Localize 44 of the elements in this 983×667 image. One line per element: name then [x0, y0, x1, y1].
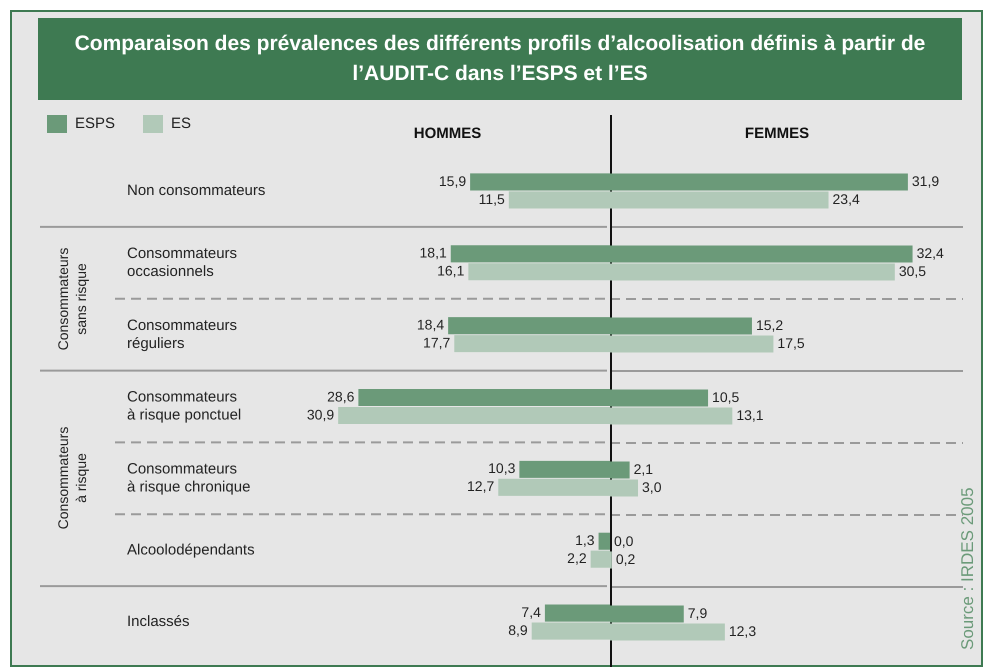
data-label: 23,4 [832, 190, 860, 207]
data-label: 13,1 [736, 406, 764, 423]
text: Consommateurs à risque [54, 426, 90, 532]
source-note: Source : IRDES 2005 [958, 487, 978, 650]
legend-label: ESPS [74, 115, 116, 134]
chart-title: Comparaison des prévalences des différents profils d’alcoolisation définis à partir de l’AUDIT-C dans l’ESPS et l’ES [38, 18, 962, 100]
data-label: 0,2 [616, 550, 636, 567]
text: Consommateurs sans risque [54, 246, 90, 352]
data-label: 32,4 [916, 244, 944, 261]
y-tick-label: Non consommateurs [127, 182, 266, 200]
y-tick-label: Consommateurs à risque ponctuel [127, 388, 242, 424]
data-label: 18,4 [416, 316, 444, 333]
data-label: 10,3 [488, 460, 516, 476]
y-tick-label: Alcoolodépendants [127, 541, 255, 558]
data-label: 7,9 [688, 604, 708, 621]
chart-subtitle: HOMMES [414, 125, 482, 142]
data-label: 17,7 [423, 334, 450, 350]
y-tick-label: Consommateurs réguliers [127, 316, 238, 352]
data-label: 30,5 [898, 262, 926, 279]
data-label: 16,1 [437, 262, 465, 279]
data-label: 15,9 [438, 172, 466, 189]
data-label: 10,5 [712, 388, 740, 405]
data-label: 2,2 [567, 550, 587, 566]
legend-label: ES [170, 115, 192, 134]
data-label: 17,5 [777, 334, 805, 351]
data-label: 0,0 [614, 532, 634, 549]
data-label: 12,3 [728, 622, 756, 639]
y-tick-label: Inclassés [127, 613, 190, 630]
y-tick-label: Consommateurs à risque chronique [127, 460, 250, 496]
data-label: 28,6 [327, 388, 355, 404]
data-label: 11,5 [478, 190, 506, 207]
data-label: 7,4 [521, 604, 542, 620]
data-label: 31,9 [912, 172, 940, 189]
data-label: 18,1 [420, 244, 447, 261]
data-label: 2,1 [634, 460, 654, 477]
bar [598, 532, 610, 550]
data-label: 30,9 [306, 406, 334, 422]
data-label: 3,0 [642, 478, 662, 495]
text: FEMMES [744, 125, 810, 142]
data-label: 12,7 [467, 478, 494, 494]
data-label: 15,2 [756, 316, 784, 333]
data-label: 1,3 [575, 532, 595, 548]
y-tick-label: Consommateurs occasionnels [127, 244, 238, 280]
data-label: 8,9 [508, 622, 528, 638]
